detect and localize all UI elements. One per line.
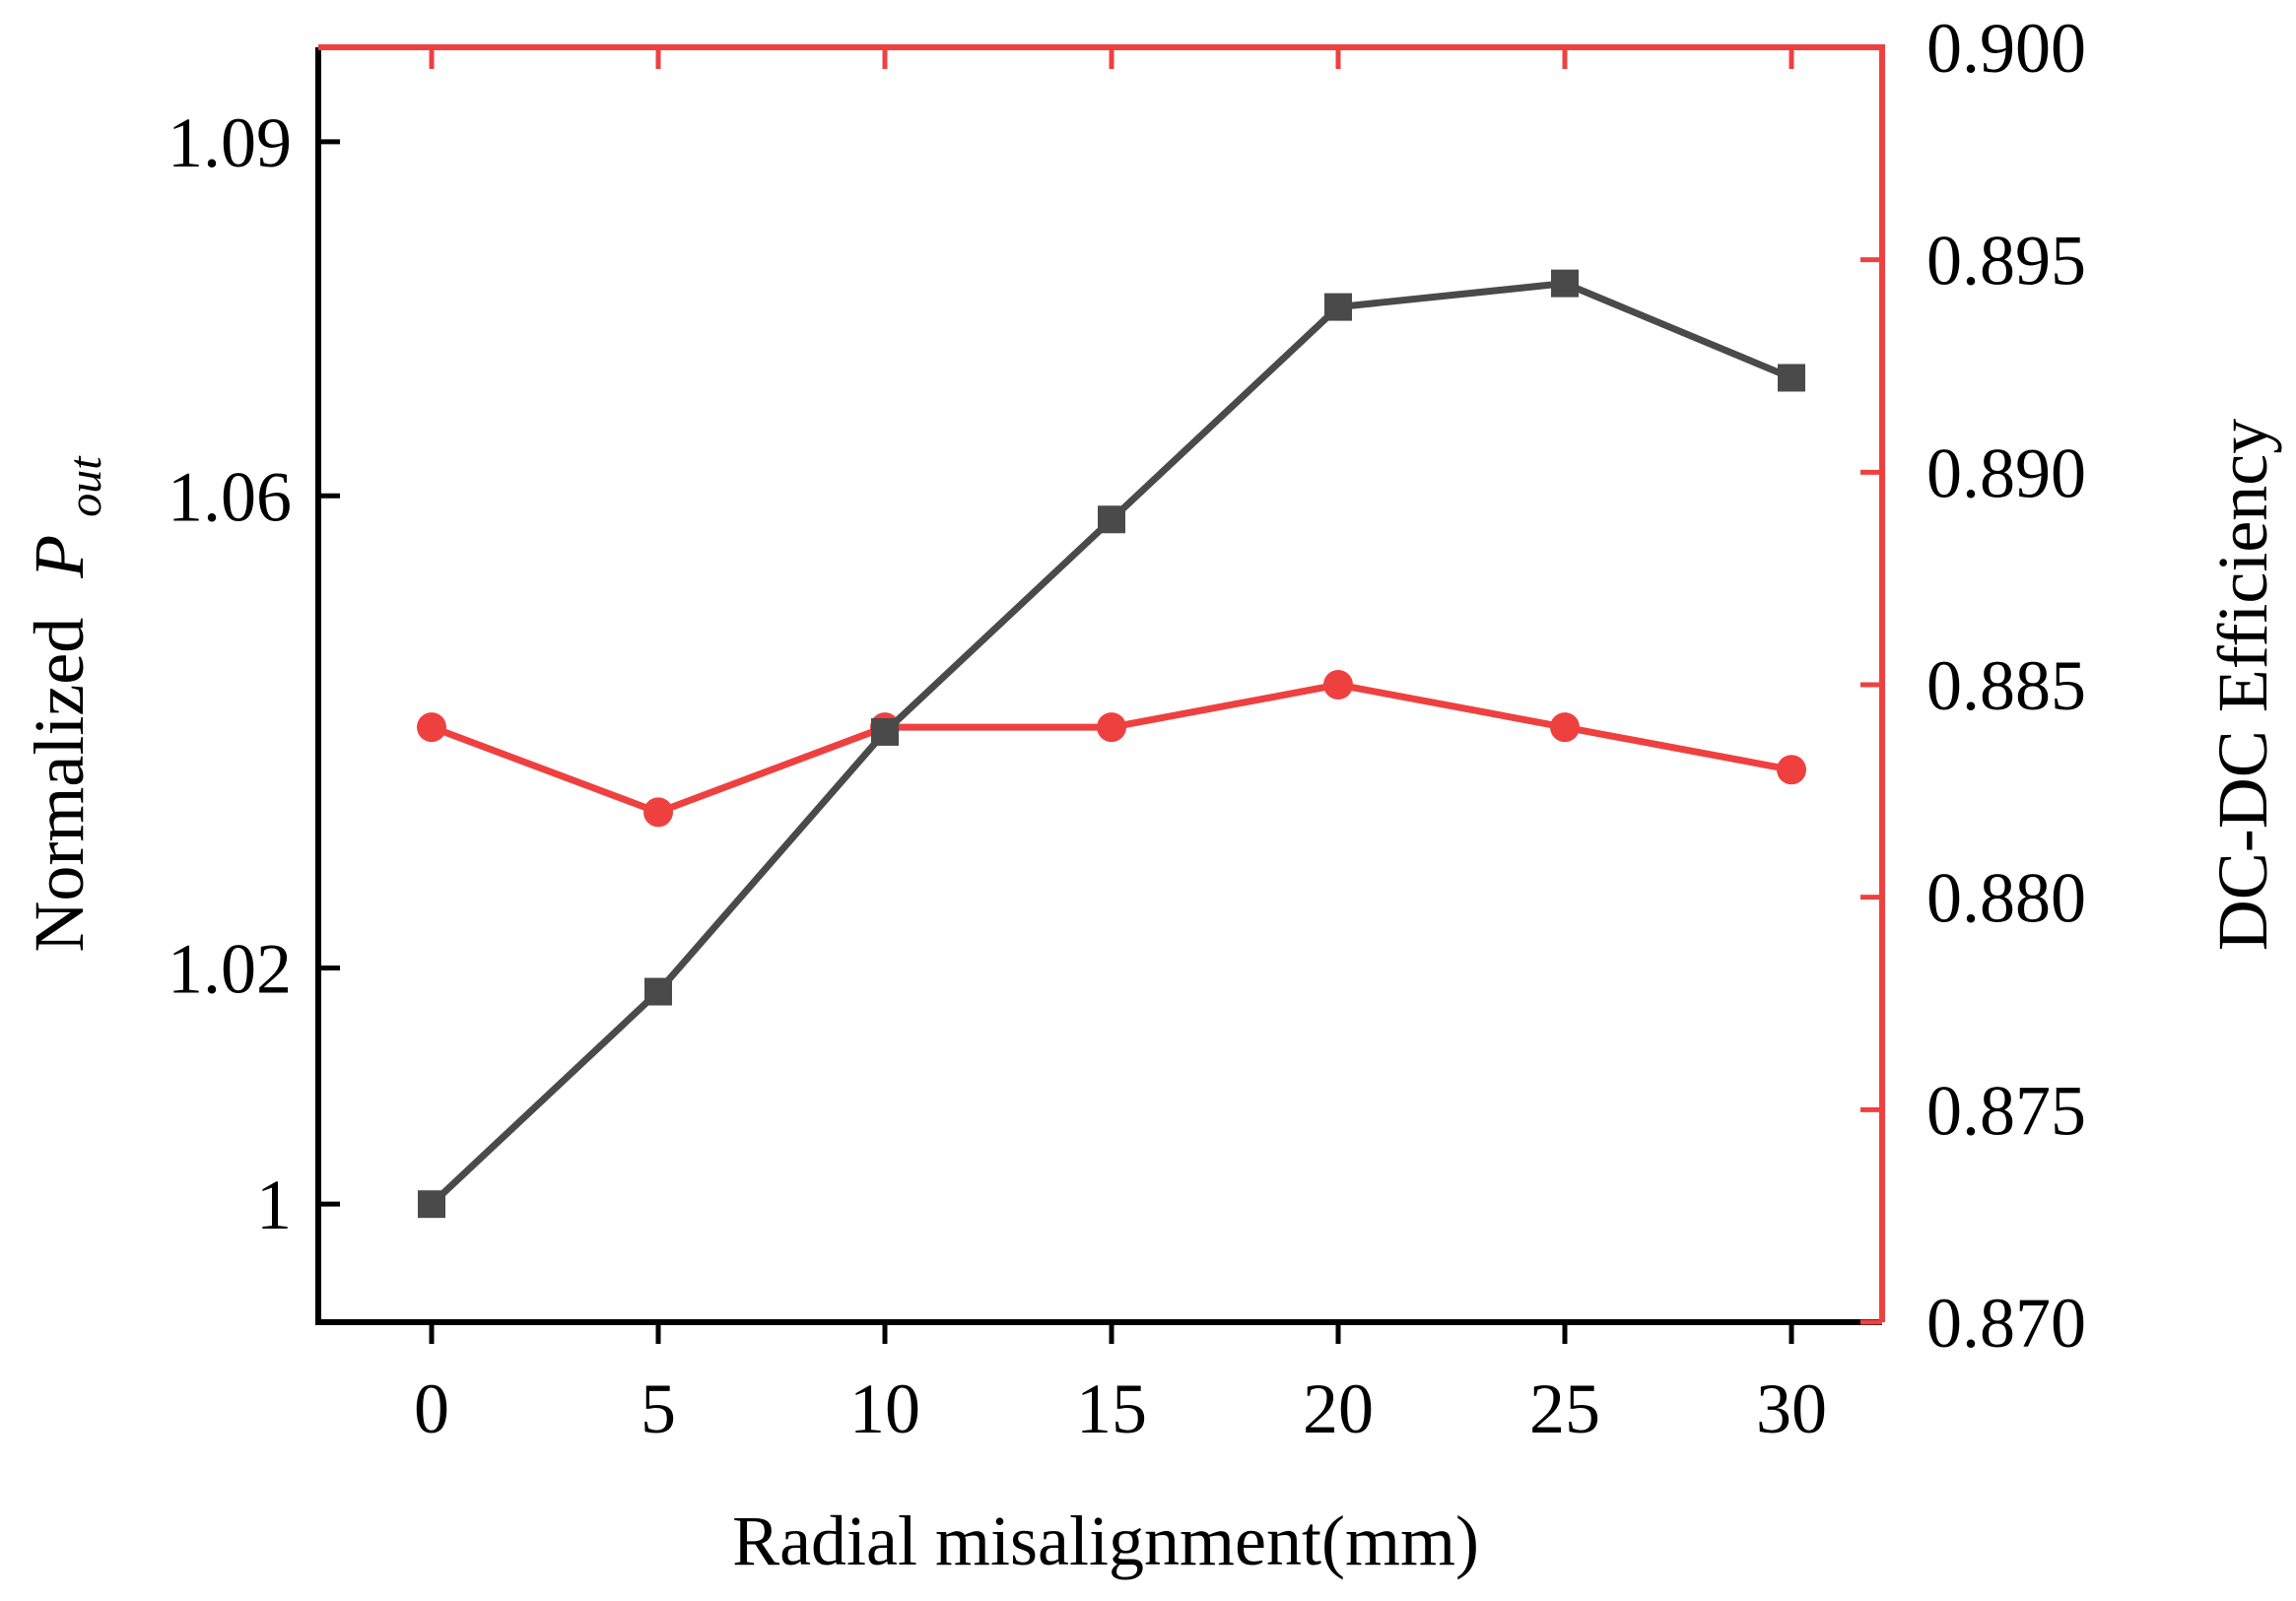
y2-tick-label: 0.875 bbox=[1926, 1071, 2086, 1150]
x-tick-label: 20 bbox=[1303, 1369, 1374, 1448]
y2-tick-label: 0.900 bbox=[1926, 9, 2086, 88]
y2-tick-label: 0.895 bbox=[1926, 222, 2086, 300]
y-tick-label: 1 bbox=[256, 1166, 292, 1244]
point-efficiency bbox=[1323, 670, 1353, 700]
y-tick-label: 1.06 bbox=[168, 457, 292, 536]
point-pout bbox=[418, 1190, 445, 1219]
y2-axis-title: DC-DC Efficiency bbox=[2203, 419, 2282, 952]
tick-labels: 0 5 10 15 20 25 30 1 1.02 1.06 1.09 0.870 0.875 0.880… bbox=[168, 9, 2086, 1448]
point-efficiency bbox=[643, 797, 673, 828]
y-tick-label: 1.02 bbox=[168, 930, 292, 1009]
x-tick-label: 25 bbox=[1529, 1369, 1600, 1448]
point-pout bbox=[1778, 364, 1805, 392]
ticks bbox=[318, 44, 1882, 1344]
y-axis-title-subscript: out bbox=[59, 455, 111, 517]
x-tick-label: 5 bbox=[641, 1369, 676, 1448]
series-layer bbox=[417, 269, 1806, 1219]
y2-tick-label: 0.885 bbox=[1926, 646, 2086, 725]
y-axis-title-symbol: P bbox=[20, 535, 99, 579]
point-efficiency bbox=[417, 712, 446, 743]
y-axis-title-prefix: Normalized bbox=[20, 618, 99, 953]
x-tick-label: 10 bbox=[849, 1369, 920, 1448]
y-axis-title: Normalized P out bbox=[20, 455, 111, 953]
point-pout bbox=[644, 977, 672, 1006]
point-efficiency bbox=[1550, 712, 1580, 743]
x-tick-label: 15 bbox=[1076, 1369, 1147, 1448]
x-axis-title: Radial misalignment(mm) bbox=[732, 1501, 1479, 1580]
point-pout bbox=[871, 717, 899, 746]
point-pout bbox=[1098, 505, 1125, 534]
x-tick-label: 30 bbox=[1756, 1369, 1827, 1448]
point-efficiency bbox=[1777, 755, 1806, 785]
y2-tick-label: 0.870 bbox=[1926, 1284, 2086, 1363]
point-efficiency bbox=[1097, 712, 1126, 743]
y2-tick-label: 0.890 bbox=[1926, 434, 2086, 512]
y2-tick-label: 0.880 bbox=[1926, 859, 2086, 938]
point-pout bbox=[1551, 269, 1579, 298]
x-tick-label: 0 bbox=[414, 1369, 449, 1448]
y-tick-label: 1.09 bbox=[168, 103, 292, 182]
point-pout bbox=[1324, 293, 1352, 321]
